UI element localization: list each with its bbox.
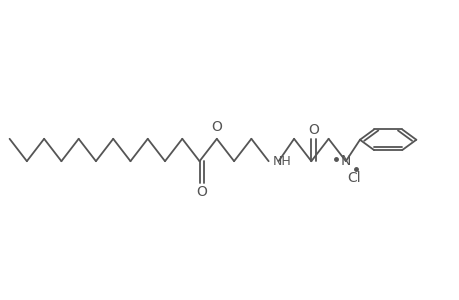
Text: O: O: [211, 120, 222, 134]
Text: O: O: [196, 185, 207, 199]
Text: Cl: Cl: [347, 171, 360, 185]
Text: NH: NH: [273, 155, 291, 168]
Text: O: O: [308, 123, 319, 137]
Text: N: N: [340, 154, 350, 168]
